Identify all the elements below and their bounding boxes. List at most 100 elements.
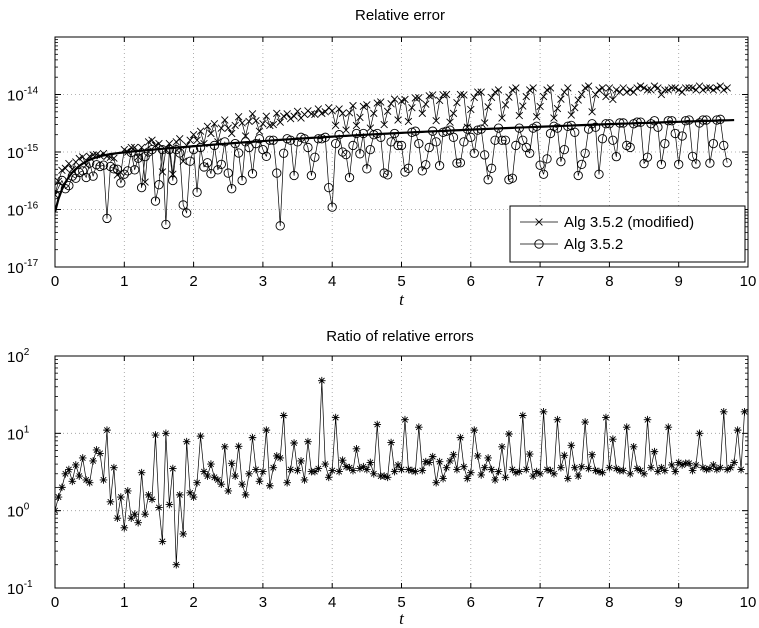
data-point-star-marker <box>383 473 392 482</box>
data-point-x-marker <box>387 100 395 108</box>
data-point-x-marker <box>553 104 562 113</box>
data-point-x-marker <box>460 91 468 99</box>
chart-ratio: Ratio of relative errors 0 1 2 3 4 5 6 7 8 9 1010-… <box>7 328 756 628</box>
data-point-x-marker <box>189 130 198 139</box>
data-point-star-marker <box>99 476 108 484</box>
data-point-circle-marker <box>182 208 192 218</box>
data-point-circle-marker <box>570 127 580 137</box>
data-point-star-marker <box>449 450 458 459</box>
data-point-x-marker <box>331 121 340 130</box>
data-point-x-marker <box>65 159 73 168</box>
y-tick-exponent: 1 <box>24 424 30 435</box>
y-tick-exponent: -16 <box>24 201 39 212</box>
data-point-star-marker <box>220 442 229 451</box>
data-point-circle-marker <box>227 184 237 194</box>
data-point-star-marker <box>255 477 264 486</box>
data-point-star-marker <box>363 465 371 474</box>
data-point-star-marker <box>688 466 697 475</box>
data-point-star-marker <box>498 442 506 451</box>
data-point-star-marker <box>667 461 676 469</box>
data-point-star-marker <box>408 466 416 475</box>
data-point-circle-marker <box>272 168 282 178</box>
data-point-x-marker <box>179 157 187 165</box>
data-point-circle-marker <box>677 131 687 141</box>
data-point-star-marker <box>245 469 253 478</box>
data-point-circle-marker <box>254 134 265 144</box>
data-point-star-marker <box>61 469 70 478</box>
data-point-star-marker <box>425 458 434 467</box>
data-point-star-marker <box>588 450 596 459</box>
data-point-star-marker <box>394 461 402 469</box>
series-alg-3-5-2 <box>55 0 752 231</box>
data-point-x-marker <box>657 90 666 99</box>
data-point-x-marker <box>588 108 596 116</box>
data-point-x-marker <box>293 107 302 116</box>
data-point-x-marker <box>394 116 402 124</box>
data-point-star-marker <box>262 426 271 434</box>
data-point-star-marker <box>716 463 725 472</box>
data-point-star-marker <box>58 483 66 492</box>
series-layer <box>55 0 752 231</box>
data-point-x-marker <box>612 86 621 94</box>
data-point-circle-marker <box>691 159 701 169</box>
data-point-x-marker <box>390 95 399 103</box>
y-tick-label: 10-15 <box>7 143 39 162</box>
data-point-circle-marker <box>331 138 341 149</box>
data-point-x-marker <box>605 84 614 92</box>
data-point-star-marker <box>272 452 281 460</box>
x-tick-label: 0 <box>51 594 59 611</box>
data-point-star-marker <box>602 413 610 422</box>
y-tick-exponent: -14 <box>24 86 39 97</box>
data-point-x-marker <box>616 88 624 96</box>
data-point-x-marker <box>193 136 201 144</box>
data-point-circle-marker <box>303 142 313 153</box>
data-point-x-marker <box>422 100 430 108</box>
data-point-star-marker <box>248 433 257 442</box>
data-point-star-marker <box>536 469 544 478</box>
x-tick-label: 3 <box>259 594 267 611</box>
y-tick-exponent: -15 <box>24 143 39 154</box>
data-point-x-marker <box>477 88 485 96</box>
data-point-x-marker <box>685 84 693 92</box>
data-point-x-marker <box>522 92 530 101</box>
data-point-circle-marker <box>580 148 590 158</box>
data-point-star-marker <box>702 465 711 474</box>
data-point-circle-marker <box>744 0 752 4</box>
data-point-star-marker <box>75 472 84 480</box>
legend-label: Alg 3.5.2 <box>564 236 623 253</box>
y-tick-label: 100 <box>7 502 30 521</box>
data-point-star-marker <box>158 537 167 546</box>
y-tick-base: 10 <box>7 260 24 277</box>
x-tick-label: 5 <box>397 594 405 611</box>
data-point-circle-marker <box>542 154 552 164</box>
data-point-star-marker <box>369 469 378 478</box>
data-point-star-marker <box>338 456 347 464</box>
data-point-circle-marker <box>455 158 466 168</box>
data-point-circle-marker <box>722 158 732 168</box>
x-tick-label: 9 <box>675 594 683 611</box>
data-point-x-marker <box>720 86 728 94</box>
data-point-circle-marker <box>185 156 195 166</box>
data-point-x-marker <box>342 126 350 134</box>
data-point-star-marker <box>155 503 163 512</box>
series-line <box>55 118 735 213</box>
data-point-x-marker <box>453 98 461 107</box>
data-point-x-marker <box>196 127 205 135</box>
legend-x-marker <box>535 218 543 226</box>
data-point-star-marker <box>546 466 555 475</box>
data-point-circle-marker <box>233 148 244 158</box>
x-tick-label: 7 <box>536 594 544 611</box>
data-point-circle-marker <box>448 132 459 142</box>
data-point-x-marker <box>151 141 160 150</box>
data-point-star-marker <box>331 413 340 422</box>
data-point-x-marker <box>699 86 707 94</box>
x-tick-label: 6 <box>467 273 475 290</box>
data-point-star-marker <box>96 449 104 458</box>
data-point-star-marker <box>574 472 583 480</box>
data-point-x-marker <box>494 86 503 94</box>
data-point-star-marker <box>719 407 728 416</box>
data-point-circle-marker <box>687 151 698 162</box>
data-point-star-marker <box>335 467 343 476</box>
data-point-x-marker <box>706 84 714 92</box>
chart-title: Relative error <box>355 7 445 24</box>
